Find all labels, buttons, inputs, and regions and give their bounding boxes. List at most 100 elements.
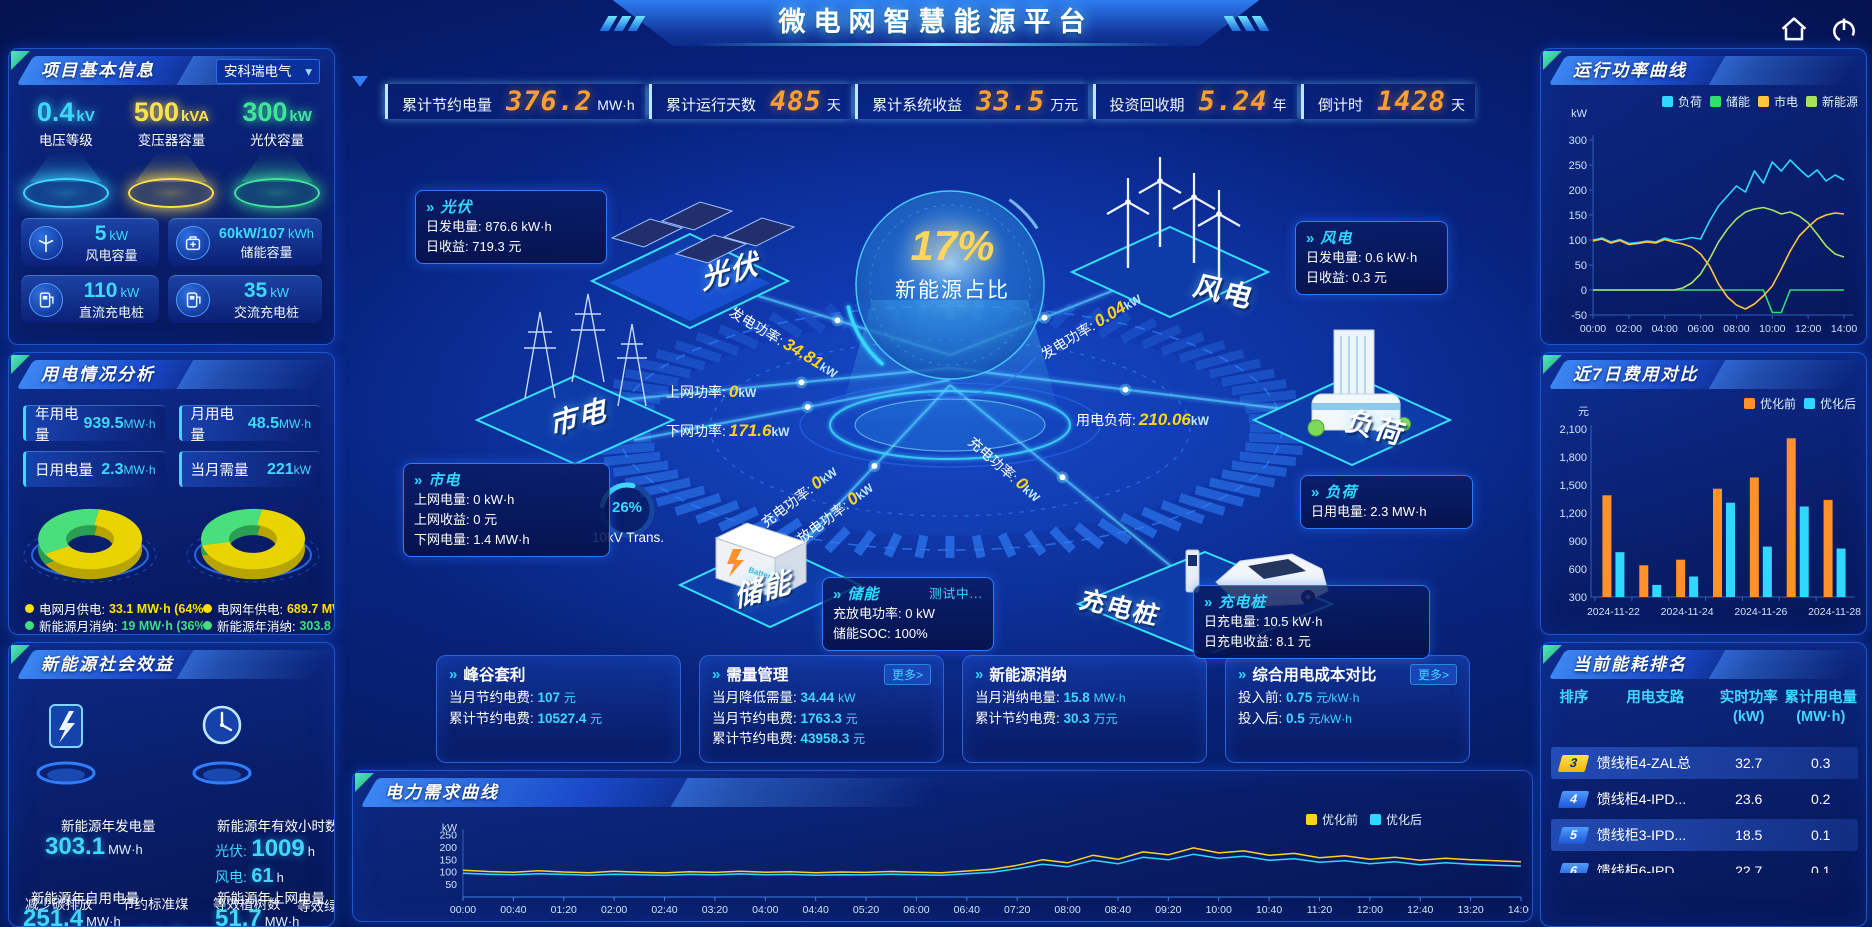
stat-value: 风电: 61 h bbox=[215, 865, 284, 887]
table-row[interactable]: 6 馈线柜6-IPD 22.7 0.1 bbox=[1551, 855, 1858, 873]
svg-text:05:20: 05:20 bbox=[853, 904, 879, 916]
card-title-row: » 峰谷套利 bbox=[449, 663, 668, 685]
svg-text:300: 300 bbox=[1569, 592, 1587, 604]
capacity-cone-光伏容量: 300 kW 光伏容量 bbox=[225, 97, 330, 208]
legend-item-优化前[interactable]: 优化前 bbox=[1743, 395, 1796, 412]
dc-charger-icon bbox=[29, 282, 63, 317]
donut-legend-item[interactable]: 新能源月消纳: 19 MW·h (36%) bbox=[25, 617, 203, 634]
legend-label: 新能源年消纳: bbox=[217, 620, 296, 634]
svg-text:12:40: 12:40 bbox=[1407, 904, 1433, 916]
legend-swatch bbox=[1805, 96, 1817, 107]
share-value: 17% bbox=[910, 222, 995, 269]
svg-text:06:00: 06:00 bbox=[903, 904, 929, 916]
table-row[interactable]: 5 馈线柜3-IPD... 18.5 0.1 bbox=[1551, 819, 1858, 851]
legend-swatch bbox=[1803, 398, 1815, 409]
legend-name: 优化后 bbox=[1385, 813, 1422, 827]
svg-text:2024-11-28: 2024-11-28 bbox=[1808, 606, 1861, 618]
legend-dot bbox=[25, 621, 34, 630]
table-row[interactable]: 3 馈线柜4-ZAL总 32.7 0.3 bbox=[1551, 747, 1858, 779]
usage-donuts bbox=[9, 493, 334, 598]
legend-item-优化前[interactable]: 优化前 bbox=[1305, 811, 1358, 828]
svg-text:00:00: 00:00 bbox=[1580, 323, 1606, 335]
svg-text:01:20: 01:20 bbox=[551, 904, 577, 916]
svg-text:150: 150 bbox=[1569, 210, 1587, 222]
battery-icon bbox=[175, 225, 210, 260]
energy-cell: 0.2 bbox=[1811, 791, 1831, 807]
home-icon[interactable] bbox=[1778, 14, 1810, 46]
branch-cell: 馈线柜4-IPD... bbox=[1596, 791, 1687, 807]
donut-legend-item[interactable]: 电网年供电:689.7 MW·h (69%) bbox=[203, 600, 334, 617]
legend-value: 33.1 MW·h (64%) bbox=[108, 601, 203, 616]
cone-beam bbox=[29, 152, 102, 182]
flow-label-grid-down: 下网功率: 171.6kW bbox=[666, 421, 790, 440]
cone-label: 电压等级 bbox=[38, 133, 93, 148]
svg-text:kW: kW bbox=[1571, 108, 1588, 120]
legend-value: 19 MW·h (36%) bbox=[121, 618, 203, 633]
power-icon[interactable] bbox=[1828, 14, 1860, 46]
kpi-投资回收期: 投资回收期 5.24 年 bbox=[1092, 83, 1297, 119]
panel-title: 新能源社会效益 bbox=[41, 655, 174, 674]
legend-item-市电[interactable]: 市电 bbox=[1757, 93, 1798, 110]
power-cell: 22.7 bbox=[1735, 863, 1763, 873]
card-value: 60kW/107 kWh bbox=[219, 225, 314, 243]
stat-value: 221kW bbox=[266, 460, 311, 478]
legend-item-储能[interactable]: 储能 bbox=[1709, 93, 1750, 110]
arrow-right-icon: » bbox=[449, 665, 458, 683]
legend-swatch bbox=[1757, 96, 1769, 107]
svg-text:09:20: 09:20 bbox=[1155, 904, 1181, 916]
legend-item-新能源[interactable]: 新能源 bbox=[1805, 93, 1858, 110]
donut-legend-item[interactable]: 电网月供电: 33.1 MW·h (64%) bbox=[25, 600, 203, 617]
stat-label: 日用电量 bbox=[35, 463, 93, 479]
legend-item-负荷[interactable]: 负荷 bbox=[1661, 93, 1702, 110]
svg-text:07:20: 07:20 bbox=[1004, 904, 1030, 916]
legend-dot bbox=[25, 604, 34, 613]
stat-label: 等效绿证数 bbox=[297, 899, 334, 914]
svg-text:-50: -50 bbox=[1571, 310, 1587, 322]
kpi-unit: 年 bbox=[1272, 96, 1287, 113]
node-name: 风电 bbox=[1320, 230, 1353, 247]
arrow-right-icon: » bbox=[414, 472, 424, 489]
svg-text:14:00: 14:00 bbox=[1831, 323, 1857, 335]
kpi-label: 累计系统收益 bbox=[872, 96, 963, 114]
card-number: 35 bbox=[243, 278, 268, 302]
kpi-value: 376.2 bbox=[506, 85, 593, 117]
stat-label: 新能源年有效小时数 bbox=[217, 819, 335, 834]
rank-badge: 5 bbox=[1558, 827, 1590, 844]
table-row[interactable]: 4 馈线柜4-IPD... 23.6 0.2 bbox=[1551, 783, 1858, 815]
share-label: 新能源占比 bbox=[895, 279, 1010, 302]
benefit-card-新能源消纳: » 新能源消纳 当月消纳电量: 15.8 MW·h 累计节约电费: 30.3 万元 bbox=[962, 655, 1207, 763]
node-title: » 充电桩 bbox=[1204, 591, 1419, 612]
benefit-card-需量管理: » 需量管理 更多> 当月降低需量: 34.44 kW 当月节约电费: 1763.3 元… bbox=[699, 655, 944, 763]
legend-item-优化后[interactable]: 优化后 bbox=[1369, 811, 1422, 828]
svg-text:250: 250 bbox=[439, 830, 457, 842]
more-button[interactable]: 更多> bbox=[883, 663, 931, 685]
demand-legend: 优化前 优化后 bbox=[1305, 811, 1422, 828]
card-unit: kW bbox=[120, 284, 140, 300]
more-button[interactable]: 更多> bbox=[1409, 663, 1457, 685]
legend-item-优化后[interactable]: 优化后 bbox=[1803, 395, 1856, 412]
panel-corner-icon bbox=[1543, 645, 1562, 664]
svg-text:600: 600 bbox=[1569, 564, 1587, 576]
stat-value: 91.7t bbox=[137, 923, 190, 926]
card-metric: 累计节约电费: 30.3 万元 bbox=[975, 710, 1118, 726]
card-title: 峰谷套利 bbox=[463, 667, 526, 684]
stat-label: 节约标准煤 bbox=[121, 897, 189, 912]
donut-legend-item[interactable]: 新能源年消纳:303.8 MW·h (31%) bbox=[203, 617, 334, 634]
wind-platform bbox=[1069, 157, 1271, 319]
chevron-down-icon: ▾ bbox=[305, 64, 312, 79]
kpi-label: 倒计时 bbox=[1317, 96, 1363, 114]
legend-name: 优化后 bbox=[1819, 397, 1856, 411]
node-title: » 风电 bbox=[1306, 227, 1437, 248]
power-cell: 23.6 bbox=[1735, 791, 1763, 807]
node-metric: 日发电量: 876.6 kW·h bbox=[426, 219, 552, 234]
legend-dot bbox=[203, 604, 212, 613]
card-metric: 投入后: 0.5 元/kW·h bbox=[1238, 710, 1352, 726]
legend-swatch bbox=[1709, 96, 1721, 107]
node-metric: 上网电量: 0 kW·h bbox=[414, 492, 515, 507]
branch-cell: 馈线柜6-IPD bbox=[1596, 863, 1675, 873]
node-name: 储能 bbox=[847, 586, 880, 603]
cost-chart: 元 2,100 1,800 1,500 1,200 900 600 3002024-11-22… bbox=[1559, 406, 1861, 618]
svg-text:1,800: 1,800 bbox=[1559, 452, 1587, 464]
company-dropdown[interactable]: 安科瑞电气 ▾ bbox=[216, 59, 320, 84]
flow-label-load-use: 用电负荷: 210.06kW bbox=[1076, 410, 1209, 429]
